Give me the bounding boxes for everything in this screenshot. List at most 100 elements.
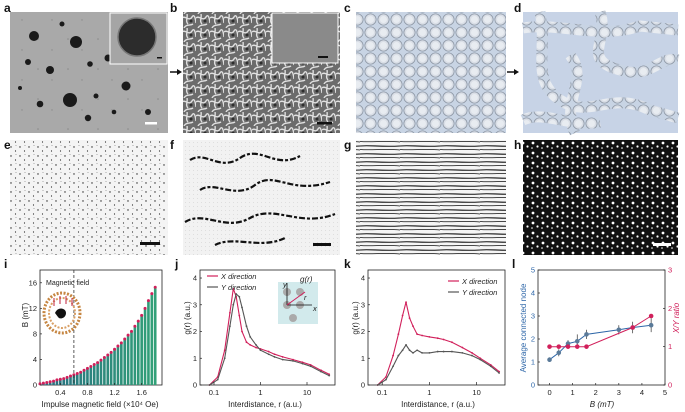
- bar-cap-18: [99, 358, 103, 362]
- bar-cap-14: [85, 366, 89, 370]
- point-j-0-6: [238, 314, 241, 317]
- inset-axis-x: x: [312, 304, 317, 313]
- particle-chains: [520, 10, 680, 136]
- point-k-0-7: [412, 325, 414, 328]
- coil-inset: [42, 291, 82, 335]
- bar-24: [120, 342, 123, 385]
- xtick-label-i-1: 0.8: [82, 388, 92, 397]
- series-line-j-1: [209, 293, 330, 386]
- ytick-label-i-2: 8: [33, 329, 37, 338]
- bar-cap-25: [123, 337, 127, 341]
- point-k-1-8: [416, 349, 419, 352]
- arrow-a-b: [170, 69, 182, 75]
- bar-cap-29: [136, 319, 140, 323]
- bar-cap-20: [106, 353, 110, 357]
- bar-9: [69, 376, 72, 385]
- xtick-label-i-3: 1.6: [136, 388, 146, 397]
- sphere-array-c: [356, 12, 506, 133]
- panel-h: h: [514, 138, 678, 255]
- ytick-label-k-1: 1: [361, 354, 365, 363]
- xtick-label-l-3: 3: [617, 388, 621, 397]
- series-line-l-left: [549, 324, 652, 361]
- xlabel-k: Interdistance, r (a.u.): [401, 400, 475, 409]
- ytick-label-l-right-1: 1: [668, 342, 672, 351]
- point-k-0-9: [421, 334, 423, 337]
- xtick-label-i-0: 0.4: [55, 388, 65, 397]
- point-j-1-1: [216, 378, 219, 381]
- xtick-label-l-4: 4: [640, 388, 644, 397]
- legend-k: X direction Y direction: [448, 277, 497, 297]
- bar-3: [48, 381, 52, 385]
- bar-cap-0: [38, 382, 42, 386]
- bar-cap-13: [82, 368, 86, 372]
- panel-b: b: [170, 1, 340, 133]
- bar-chart-i: 0 4 8 12 16 0.4 0.8 1.2 1.6: [29, 269, 163, 397]
- bar-cap-34: [153, 285, 157, 289]
- bar-cap-31: [143, 306, 147, 310]
- point-j-1-13: [273, 356, 276, 358]
- ylabel-k: g(r) (a.u.): [351, 301, 360, 335]
- plot-frame-j: [199, 269, 336, 386]
- point-k-1-10: [428, 352, 431, 354]
- point-k-1-6: [408, 349, 411, 352]
- point-k-1-15: [471, 354, 473, 357]
- ytick-label-i-0: 0: [33, 381, 37, 390]
- point-l-left-0: [547, 357, 552, 363]
- bar-cap-27: [130, 329, 133, 333]
- point-j-1-12: [267, 353, 270, 356]
- point-k-0-5: [405, 301, 407, 303]
- point-k-1-5: [405, 343, 407, 346]
- ytick-label-l-right-2: 2: [668, 304, 672, 313]
- bar-cap-8: [65, 375, 69, 379]
- bar-cap-4: [52, 379, 56, 383]
- panel-e: e: [4, 138, 168, 255]
- bar-cap-1: [41, 381, 45, 385]
- panel-label-a: a: [4, 1, 11, 15]
- panel-f: f: [170, 138, 340, 255]
- point-k-1-4: [401, 349, 404, 352]
- plot-frame-l: [537, 269, 666, 386]
- point-j-0-3: [229, 311, 231, 314]
- inset-droplet: [117, 17, 157, 57]
- bar-cap-23: [116, 344, 120, 348]
- point-k-1-2: [392, 365, 394, 368]
- point-k-0-12: [442, 338, 445, 341]
- point-j-0-12: [267, 350, 270, 353]
- panel-label-g: g: [344, 138, 351, 152]
- ytick-label-i-4: 16: [29, 278, 37, 287]
- ytick-label-l-left-3: 3: [531, 312, 535, 321]
- ytick-label-l-left-5: 5: [531, 266, 535, 275]
- ytick-label-l-left-4: 4: [531, 289, 535, 298]
- bar-10: [72, 374, 76, 385]
- bar-16: [92, 364, 96, 385]
- bar-23: [116, 346, 120, 385]
- bar-cap-11: [75, 372, 79, 375]
- point-l-left-1: [556, 350, 562, 356]
- point-j-1-6: [238, 295, 241, 298]
- ytick-label-j-2: 2: [193, 327, 197, 336]
- ylabel-l-right: X/Y ratio: [672, 302, 681, 334]
- point-k-0-13: [451, 341, 453, 344]
- bar-cap-15: [89, 364, 93, 368]
- panel-label-b: b: [170, 1, 177, 15]
- line-chart-j: 0 1 2 3 4 0.1 1 10: [193, 269, 336, 397]
- ytick-label-k-4: 4: [361, 274, 365, 283]
- point-j-0-19: [328, 373, 331, 376]
- panel-label-f: f: [170, 138, 175, 152]
- bar-cap-7: [62, 377, 66, 381]
- scalebar-h: [653, 243, 671, 246]
- series-line-j-0: [209, 288, 330, 386]
- point-l-right-4: [584, 344, 589, 349]
- inset-scalebar-a: [157, 57, 162, 59]
- ytick-label-j-0: 0: [193, 381, 197, 390]
- point-k-1-3: [397, 354, 400, 357]
- panel-label-l: l: [512, 257, 515, 271]
- xtick-label-l-1: 1: [571, 388, 575, 397]
- bar-33: [150, 293, 154, 385]
- series-line-k-1: [377, 343, 500, 386]
- bar-4: [52, 381, 55, 385]
- bar-cap-26: [126, 333, 130, 337]
- point-j-1-9: [249, 335, 252, 338]
- xtick-label-k-0: 0.1: [377, 388, 387, 397]
